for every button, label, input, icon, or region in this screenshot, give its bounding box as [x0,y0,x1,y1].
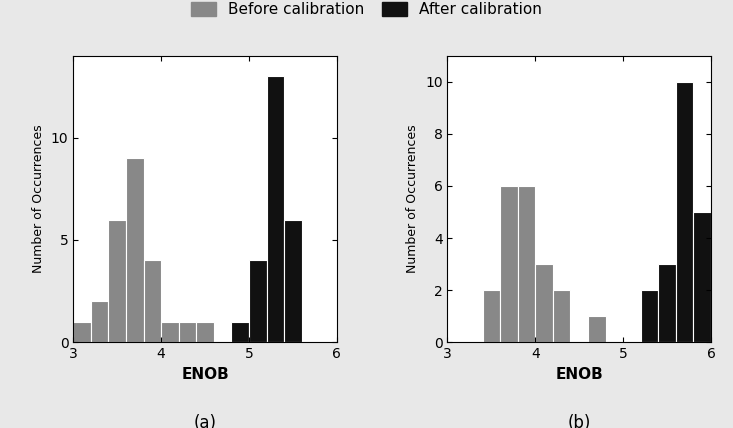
Bar [126,158,144,342]
X-axis label: ENOB: ENOB [181,367,229,382]
Bar [232,322,249,342]
Bar [249,261,267,342]
Bar [144,261,161,342]
Bar [658,264,676,342]
Bar [693,212,711,342]
Bar [535,264,553,342]
Bar [284,220,302,342]
Bar [179,322,196,342]
Bar [196,322,214,342]
Bar [161,322,179,342]
Text: (a): (a) [194,414,216,428]
Bar [500,186,517,342]
Bar [482,290,500,342]
Text: (b): (b) [567,414,591,428]
Y-axis label: Number of Occurrences: Number of Occurrences [407,125,419,273]
Bar [676,82,693,342]
Y-axis label: Number of Occurrences: Number of Occurrences [32,125,45,273]
X-axis label: ENOB: ENOB [556,367,603,382]
Legend: Before calibration, After calibration: Before calibration, After calibration [188,0,545,20]
Bar [267,76,284,342]
Bar [553,290,570,342]
Bar [108,220,126,342]
Bar [641,290,658,342]
Bar [91,301,108,342]
Bar [588,316,605,342]
Bar [73,322,91,342]
Bar [517,186,535,342]
